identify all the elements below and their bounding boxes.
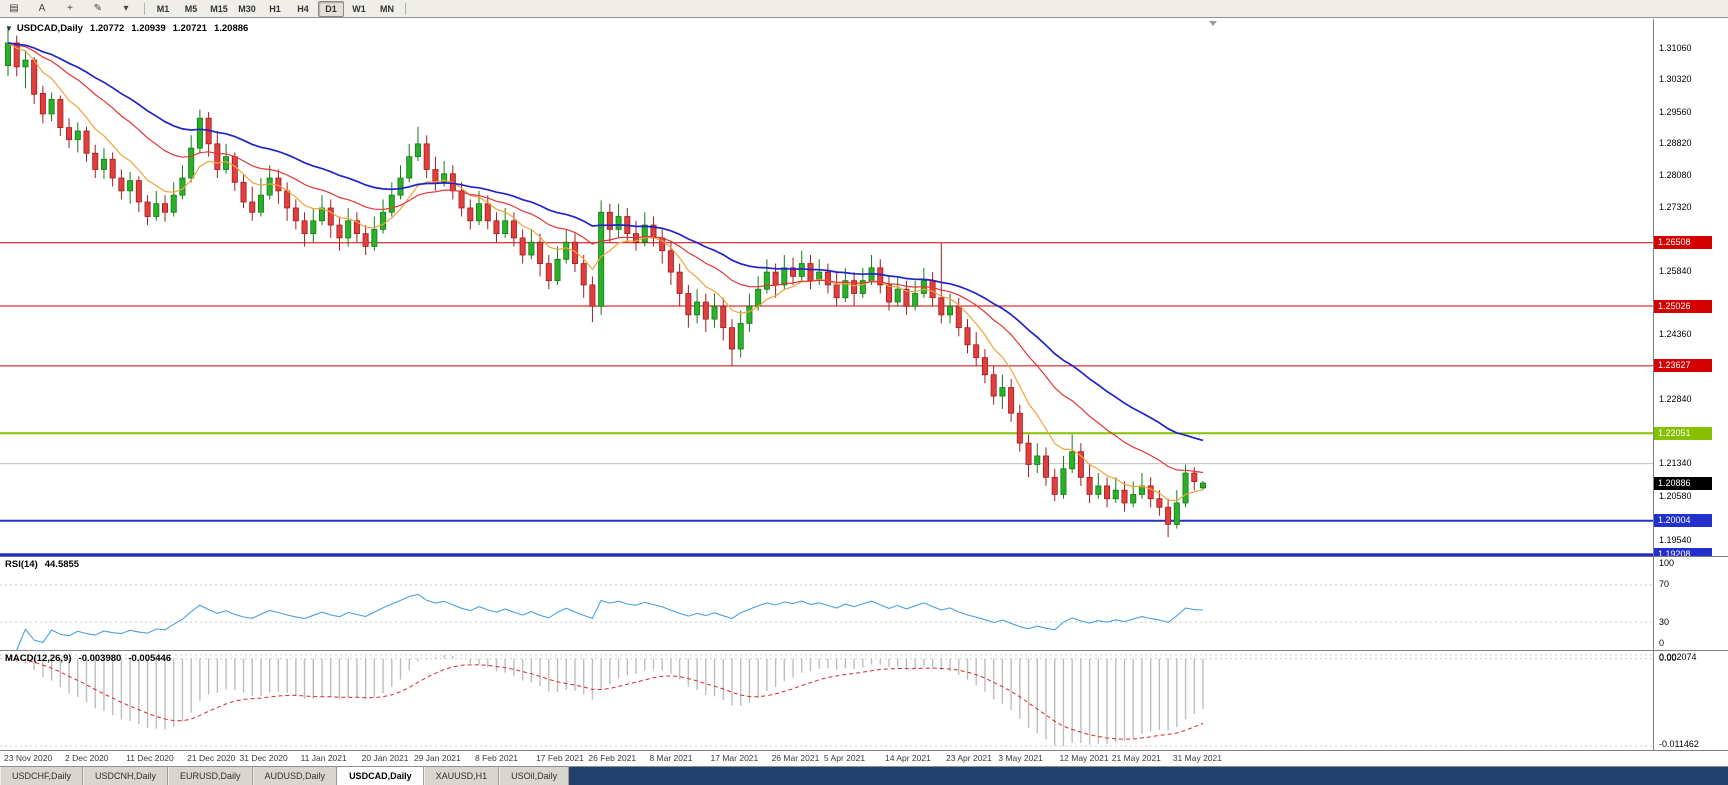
timeframe-button-m15[interactable]: M15	[210, 3, 228, 14]
symbol-tab-eurusd-daily[interactable]: EURUSD,Daily	[168, 767, 253, 785]
symbol-tab-usoil-daily[interactable]: USOil,Daily	[499, 767, 570, 785]
symbol-tab-bar: USDCHF,Daily USDCNH,Daily EURUSD,Daily AUDU…	[0, 766, 1728, 785]
symbol-tab-usdchf-daily[interactable]: USDCHF,Daily	[0, 767, 84, 785]
timeframe-button-m1[interactable]: M1	[156, 3, 170, 14]
symbol-tab-usdcnh-daily[interactable]: USDCNH,Daily	[83, 767, 169, 785]
timeframe-button-h1[interactable]: H1	[269, 3, 281, 14]
draw-tools-dropdown-arrow-icon[interactable]: ▾	[123, 3, 129, 14]
crosshair-tool-icon[interactable]: +	[67, 3, 73, 14]
timeframe-buttons-group: M1 M5 M15 M30 H1 H4 D1 W1 MN	[149, 0, 401, 18]
window-background-area	[569, 767, 1728, 785]
draw-tools-icon[interactable]: ✎	[93, 3, 103, 14]
symbol-tabs: USDCHF,Daily USDCNH,Daily EURUSD,Daily AUDU…	[0, 767, 570, 785]
symbol-tab-usdcad-daily[interactable]: USDCAD,Daily	[337, 767, 424, 785]
toolbar-separator	[144, 2, 145, 15]
text-tool-icon[interactable]: A	[38, 3, 46, 14]
timeframe-button-h4[interactable]: H4	[297, 3, 309, 14]
toolbar-separator	[405, 2, 406, 15]
timeframe-button-w1[interactable]: W1	[352, 3, 366, 14]
timeframe-button-m5[interactable]: M5	[184, 3, 198, 14]
symbol-tab-xauusd-h1[interactable]: XAUUSD,H1	[423, 767, 500, 785]
symbol-tab-audusd-daily[interactable]: AUDUSD,Daily	[252, 767, 338, 785]
top-toolbar: ▤ A + ✎ ▾ M1 M5 M15 M30 H1 H4 D1 W1 MN	[0, 0, 1728, 18]
timeframe-button-m30[interactable]: M30	[238, 3, 256, 14]
chart-window-icon[interactable]: ▤	[9, 3, 19, 14]
tool-icons-group: ▤ A + ✎ ▾	[0, 0, 140, 18]
timeframe-button-d1[interactable]: D1	[318, 0, 344, 17]
timeframe-button-mn[interactable]: MN	[380, 3, 394, 14]
